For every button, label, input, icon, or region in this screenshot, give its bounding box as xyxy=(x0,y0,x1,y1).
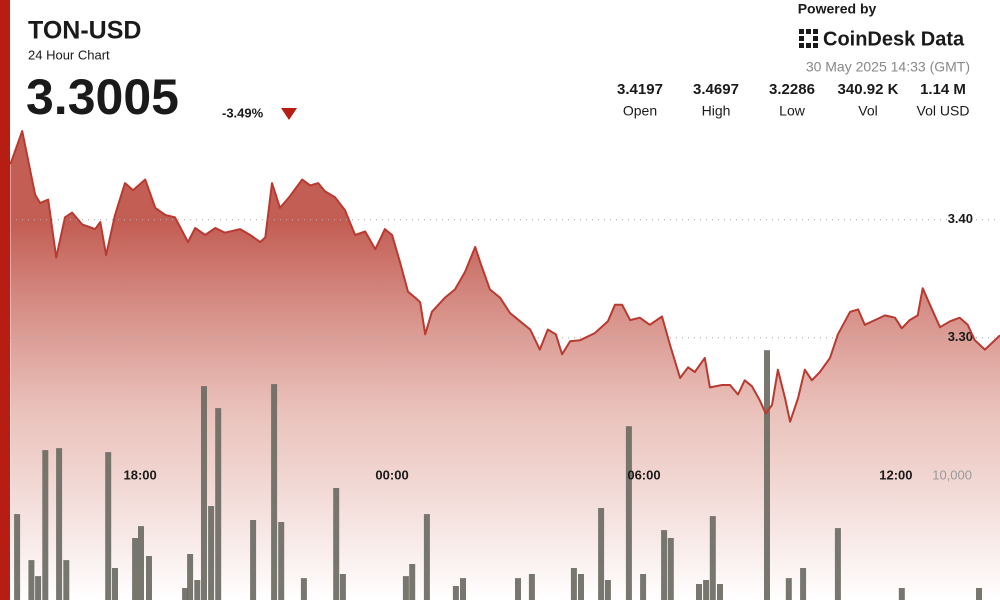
chart-title: TON-USD xyxy=(28,17,141,45)
volume-bar xyxy=(333,488,340,600)
powered-by: Powered by xyxy=(798,1,877,17)
stat-label: Open xyxy=(623,103,657,119)
volume-bar xyxy=(409,564,416,600)
x-tick-label: 12:00 xyxy=(879,467,912,482)
volume-bar xyxy=(42,450,49,600)
accent-bar xyxy=(0,0,10,600)
volume-bar xyxy=(625,426,632,600)
volume-bar xyxy=(696,584,702,600)
volume-bar xyxy=(570,568,577,600)
volume-bar xyxy=(28,560,35,600)
brand-icon xyxy=(799,29,818,48)
volume-bar xyxy=(105,452,112,600)
volume-bar xyxy=(460,578,466,600)
volume-bar xyxy=(703,580,710,600)
volume-bar xyxy=(300,578,307,600)
stat-label: Vol xyxy=(858,103,877,119)
volume-bar xyxy=(661,530,668,600)
brand: CoinDesk Data xyxy=(823,28,965,50)
stat-value: 1.14 M xyxy=(920,81,966,98)
stat-value: 3.4697 xyxy=(693,81,739,98)
volume-bar xyxy=(56,448,63,600)
volume-bar xyxy=(709,516,716,600)
volume-bar xyxy=(640,574,647,600)
down-arrow xyxy=(281,108,297,120)
price: 3.3005 xyxy=(26,69,179,125)
volume-bar xyxy=(515,578,521,600)
volume-bar xyxy=(667,538,674,600)
volume-bar xyxy=(898,588,905,600)
stat-label: High xyxy=(702,103,731,119)
volume-bar xyxy=(717,584,723,600)
volume-bar xyxy=(132,538,139,600)
volume-bar xyxy=(278,522,285,600)
volume-bar xyxy=(598,508,605,600)
volume-bar xyxy=(800,568,807,600)
volume-bar xyxy=(764,350,770,600)
volume-bar xyxy=(63,560,70,600)
volume-bar xyxy=(187,554,194,600)
volume-bar xyxy=(138,526,144,600)
timestamp: 30 May 2025 14:33 (GMT) xyxy=(806,59,970,75)
subtitle: 24 Hour Chart xyxy=(28,47,110,62)
volume-bar xyxy=(201,386,207,600)
stat-label: Low xyxy=(779,103,806,119)
y-tick-label: 3.40 xyxy=(948,211,973,226)
volume-bar xyxy=(834,528,841,600)
volume-bar xyxy=(35,576,42,600)
x-tick-label: 18:00 xyxy=(124,467,157,482)
volume-bar xyxy=(785,578,792,600)
volume-bar xyxy=(112,568,118,600)
volume-bar xyxy=(215,408,222,600)
volume-bar xyxy=(528,574,535,600)
change: -3.49% xyxy=(222,105,264,120)
volume-bar xyxy=(976,588,982,600)
y2-tick-label: 10,000 xyxy=(932,467,972,482)
plot: 3.40 3.30 10,000 18:00 00:00 06:00 12:00 xyxy=(9,130,1000,600)
volume-bar xyxy=(208,506,215,600)
stat-value: 3.2286 xyxy=(769,81,815,98)
stat-label: Vol USD xyxy=(917,103,970,119)
volume-bar xyxy=(578,574,584,600)
price-area xyxy=(10,131,1000,600)
volume-bar xyxy=(339,574,346,600)
x-tick-label: 00:00 xyxy=(375,467,408,482)
price-line xyxy=(9,130,1000,423)
stat-value: 340.92 K xyxy=(838,81,899,98)
volume-bar xyxy=(423,514,430,600)
stat-value: 3.4197 xyxy=(617,81,663,98)
volume-bar xyxy=(604,580,611,600)
volume-bar xyxy=(402,576,409,600)
volume-bar xyxy=(271,384,278,600)
y-tick-label: 3.30 xyxy=(948,329,973,344)
volume-bar xyxy=(146,556,152,600)
stats: 3.4197 Open 3.4697 High 3.2286 Low 340.92 K Vol… xyxy=(617,81,969,119)
volume-bar xyxy=(250,520,257,600)
volume-bar xyxy=(182,588,189,600)
volume-bar xyxy=(452,586,459,600)
volume-bar xyxy=(194,580,201,600)
x-tick-label: 06:00 xyxy=(627,467,660,482)
volume-bar xyxy=(14,514,21,600)
